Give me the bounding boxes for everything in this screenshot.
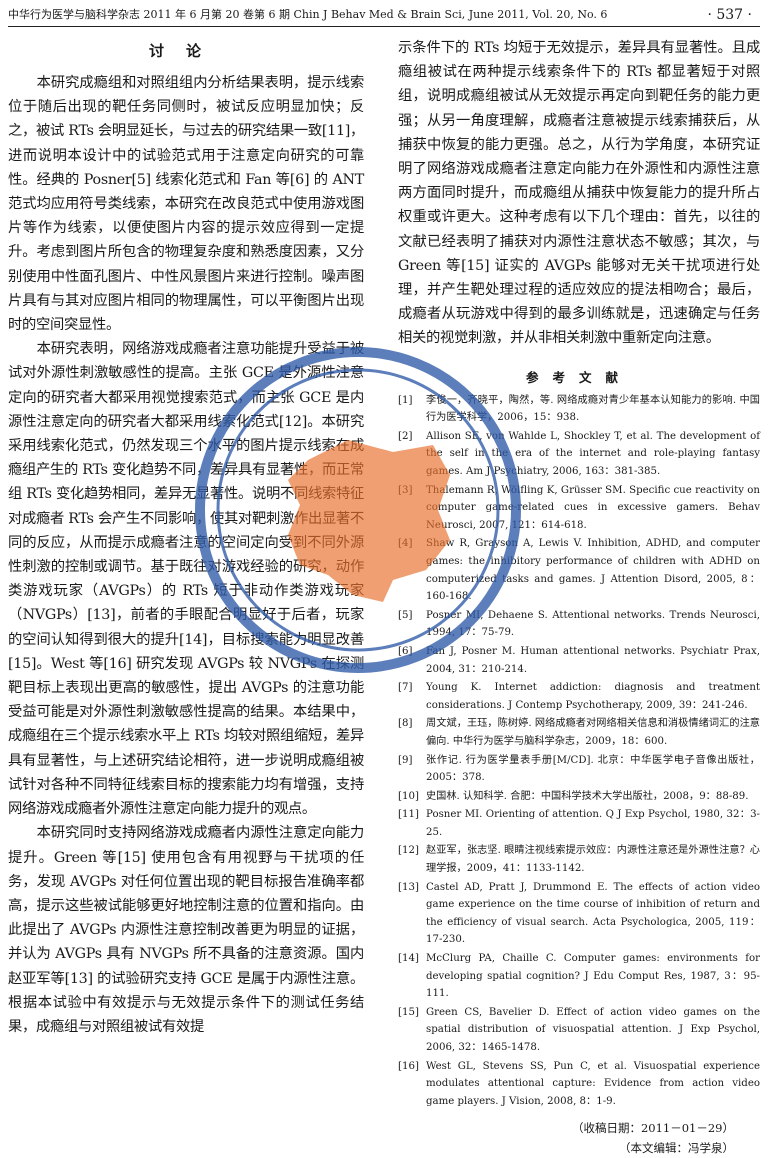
reference-text: 赵亚军，张志坚. 眼睛注视线索提示效应：内源性注意还是外源性注意？心理学报，20…: [426, 845, 760, 875]
discussion-paragraph-continued: 示条件下的 RTs 均短于无效提示，差异具有显著性。且成瘾组被试在两种提示线索条…: [398, 40, 760, 347]
reference-item: [13] Castel AD, Pratt J, Drummond E. The …: [398, 879, 760, 949]
reference-item: [6] Fan J, Posner M. Human attentional ne…: [398, 643, 760, 678]
reference-item: [9] 张作记. 行为医学量表手册[M/CD]. 北京：中华医学电子音像出版社，2…: [398, 752, 760, 787]
reference-number: [4]: [398, 538, 413, 550]
reference-text: Posner MI. Orienting of attention. Q J E…: [426, 809, 760, 838]
reference-item: [14] McClurg PA, Chaille C. Computer game…: [398, 950, 760, 1003]
reference-number: [11]: [398, 809, 419, 821]
reference-text: McClurg PA, Chaille C. Computer games: e…: [426, 953, 760, 1000]
reference-text: 周文斌，王珏，陈树婷. 网络成瘾者对网络相关信息和消极情绪词汇的注意偏向. 中华…: [426, 718, 760, 747]
journal-line: 中华行为医学与脑科学杂志 2011 年 6 月第 20 卷第 6 期 Chin …: [8, 8, 608, 21]
editor-credit: （本文编辑：冯学泉）: [619, 1141, 734, 1156]
reference-number: [14]: [398, 953, 419, 965]
reference-item: [11] Posner MI. Orienting of attention. Q…: [398, 806, 760, 841]
reference-text: West GL, Stevens SS, Pun C, et al. Visuo…: [426, 1060, 760, 1107]
reference-number: [12]: [398, 845, 419, 857]
reference-number: [9]: [398, 754, 413, 766]
reference-number: [10]: [398, 790, 419, 802]
reference-number: [2]: [398, 430, 413, 442]
reference-text: 张作记. 行为医学量表手册[M/CD]. 北京：中华医学电子音像出版社，2005…: [426, 754, 760, 784]
reference-item: [5] Posner MI, Dehaene S. Attentional net…: [398, 607, 760, 642]
reference-item: [2] Allison SE, von Wahlde L, Shockley T,…: [398, 428, 760, 481]
reference-text: Shaw R, Grayson A, Lewis V. Inhibition, …: [426, 538, 760, 603]
article-footer: （收稿日期：2011－01－29） （本文编辑：冯学泉）: [398, 1118, 760, 1158]
reference-text: Fan J, Posner M. Human attentional netwo…: [426, 645, 760, 675]
reference-text: Green CS, Bavelier D. Effect of action v…: [426, 1006, 760, 1054]
reference-item: [4] Shaw R, Grayson A, Lewis V. Inhibitio…: [398, 535, 760, 605]
reference-number: [1]: [398, 394, 413, 406]
reference-number: [7]: [398, 682, 413, 694]
reference-item: [16] West GL, Stevens SS, Pun C, et al. V…: [398, 1058, 760, 1111]
reference-item: [15] Green CS, Bavelier D. Effect of acti…: [398, 1004, 760, 1057]
discussion-paragraph-3: 本研究同时支持网络游戏成瘾者内源性注意定向能力提升。Green 等[15] 使用…: [8, 825, 364, 1035]
reference-item: [8] 周文斌，王珏，陈树婷. 网络成瘾者对网络相关信息和消极情绪词汇的注意偏向.…: [398, 715, 760, 750]
references-list: [1] 李俊一，齐晓平，陶然，等. 网络成瘾对青少年基本认知能力的影响. 中国行为…: [398, 392, 760, 1111]
reference-text: Posner MI, Dehaene S. Attentional networ…: [426, 609, 760, 639]
reference-number: [3]: [398, 484, 413, 496]
reference-number: [13]: [398, 881, 419, 893]
right-column: 示条件下的 RTs 均短于无效提示，差异具有显著性。且成瘾组被试在两种提示线索条…: [398, 36, 760, 1158]
reference-text: Castel AD, Pratt J, Drummond E. The effe…: [426, 881, 760, 946]
reference-number: [16]: [398, 1060, 419, 1072]
running-header: 中华行为医学与脑科学杂志 2011 年 6 月第 20 卷第 6 期 Chin …: [8, 4, 760, 27]
reference-text: Thalemann R, Wölfling K, Grüsser SM. Spe…: [426, 484, 760, 531]
references-title: 参考文献: [525, 369, 632, 385]
reference-item: [12] 赵亚军，张志坚. 眼睛注视线索提示效应：内源性注意还是外源性注意？心理学…: [398, 842, 760, 877]
reference-text: Allison SE, von Wahlde L, Shockley T, et…: [426, 430, 760, 478]
left-column: 讨论 本研究成瘾组和对照组组内分析结果表明，提示线索位于随后出现的靶任务同侧时，…: [8, 36, 364, 1039]
reference-text: 史国林. 认知科学. 合肥：中国科学技术大学出版社，2008，9：88-89.: [426, 790, 749, 802]
reference-item: [7] Young K. Internet addiction: diagnosi…: [398, 679, 760, 714]
reference-number: [15]: [398, 1006, 419, 1018]
reference-number: [8]: [398, 718, 413, 730]
discussion-paragraph-2: 本研究表明，网络游戏成瘾者注意功能提升受益于被试对外源性刺激敏感性的提高。主张 …: [8, 341, 364, 818]
reference-text: Young K. Internet addiction: diagnosis a…: [426, 682, 760, 711]
reference-number: [6]: [398, 645, 413, 657]
received-date: （收稿日期：2011－01－29）: [571, 1121, 734, 1136]
reference-item: [3] Thalemann R, Wölfling K, Grüsser SM. …: [398, 482, 760, 535]
discussion-paragraph-1: 本研究成瘾组和对照组组内分析结果表明，提示线索位于随后出现的靶任务同侧时，被试反…: [8, 75, 365, 334]
discussion-title: 讨论: [148, 42, 223, 60]
reference-item: [1] 李俊一，齐晓平，陶然，等. 网络成瘾对青少年基本认知能力的影响. 中国行为…: [398, 392, 760, 427]
reference-number: [5]: [398, 609, 413, 621]
reference-item: [10] 史国林. 认知科学. 合肥：中国科学技术大学出版社，2008，9：88-…: [398, 788, 760, 806]
reference-text: 李俊一，齐晓平，陶然，等. 网络成瘾对青少年基本认知能力的影响. 中国行为医学科…: [426, 394, 760, 424]
page-number: · 537 ·: [707, 7, 752, 23]
